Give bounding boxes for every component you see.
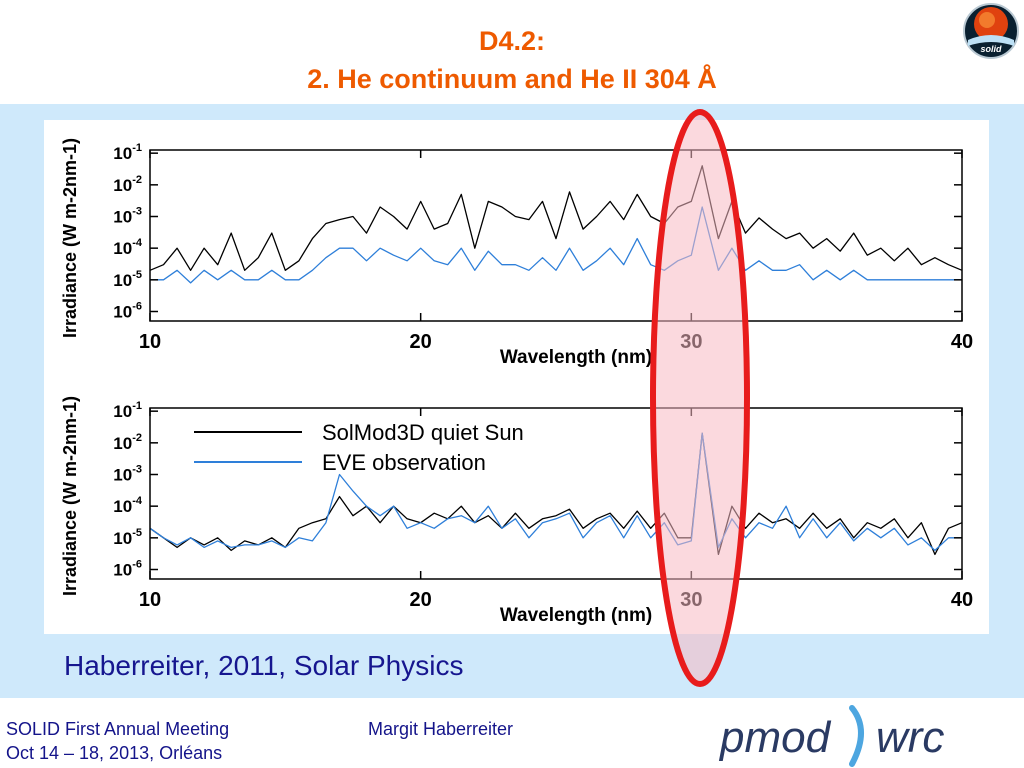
x-tick-label: 30 — [680, 589, 702, 611]
meeting-dates: Oct 14 – 18, 2013, Orléans — [6, 743, 223, 763]
x-axis-label: Wavelength (nm) — [500, 347, 652, 368]
presenter-name: Margit Haberreiter — [368, 719, 514, 739]
x-tick-label: 20 — [410, 589, 432, 611]
x-tick-label: 40 — [951, 589, 973, 611]
y-tick-label: 10-5 — [113, 527, 142, 548]
y-axis-label: Irradiance (W m-2nm-1) — [60, 396, 80, 596]
y-tick-label: 10-4 — [113, 495, 143, 516]
legend-label: SolMod3D quiet Sun — [322, 420, 524, 445]
plot-frame — [149, 407, 963, 580]
pmod-wrc-logo: pmod wrc — [718, 705, 944, 767]
y-tick-label: 10-3 — [113, 206, 142, 227]
solid-logo-text: solid — [980, 44, 1002, 54]
x-tick-label: 10 — [139, 589, 161, 611]
slide-title-line-1: D4.2: — [478, 26, 546, 56]
wrc-logo-text: wrc — [876, 713, 944, 762]
legend-label: EVE observation — [322, 450, 486, 475]
figure-area — [44, 120, 989, 634]
x-tick-label: 40 — [951, 331, 973, 353]
y-tick-label: 10-5 — [113, 269, 142, 290]
meeting-name: SOLID First Annual Meeting — [6, 719, 230, 739]
y-tick-label: 10-1 — [113, 142, 142, 163]
series-line — [150, 206, 962, 284]
y-tick-label: 10-6 — [113, 559, 142, 580]
citation: Haberreiter, 2011, Solar Physics — [64, 650, 464, 681]
x-tick-label: 30 — [680, 331, 702, 353]
pmod-logo-text: pmod — [718, 713, 832, 762]
solid-logo: solid — [963, 3, 1019, 59]
series-line — [149, 165, 963, 271]
bottom-irradiance-chart: 10 20 30 40 Wavelength (nm) 10-1 10-2 10-3 10-4 1… — [60, 396, 973, 626]
y-tick-label: 10-4 — [113, 237, 143, 258]
top-irradiance-chart: 10 20 30 40 Wavelength (nm) 10-1 10-2 10-3 10-4 1… — [60, 138, 973, 368]
y-tick-label: 10-2 — [113, 432, 142, 453]
series-line — [149, 432, 962, 552]
y-tick-label: 10-3 — [113, 464, 142, 485]
y-tick-label: 10-2 — [113, 174, 142, 195]
y-axis-label: Irradiance (W m-2nm-1) — [60, 138, 80, 338]
plot-frame — [149, 149, 963, 322]
x-tick-label: 20 — [410, 331, 432, 353]
y-tick-label: 10-6 — [113, 301, 142, 322]
y-tick-label: 10-1 — [113, 400, 142, 421]
x-axis-label: Wavelength (nm) — [500, 605, 652, 626]
series-line — [149, 432, 963, 556]
x-tick-label: 10 — [139, 331, 161, 353]
slide-title-line-2: 2. He continuum and He II 304 Å — [307, 64, 717, 94]
